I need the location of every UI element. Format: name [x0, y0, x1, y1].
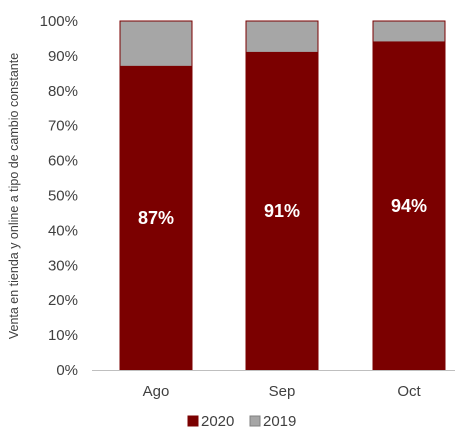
y-tick-label: 40%	[48, 222, 78, 239]
y-axis-label: Venta en tienda y online a tipo de cambi…	[7, 53, 21, 339]
bars: 87% 91% 94%	[119, 20, 446, 371]
data-label: 87%	[138, 208, 174, 228]
data-label: 94%	[391, 196, 427, 216]
legend-swatch	[187, 415, 199, 427]
legend-swatch	[249, 415, 261, 427]
y-tick-label: 20%	[48, 292, 78, 309]
y-tick-label: 10%	[48, 327, 78, 344]
y-tick-label: 100%	[40, 13, 78, 30]
legend-label: 2019	[263, 413, 296, 430]
y-tick-label: 60%	[48, 153, 78, 170]
bar-segment-2020-Sep	[245, 51, 319, 371]
x-tick-label: Ago	[143, 383, 170, 400]
bar-segment-2019-Oct	[372, 20, 446, 43]
legend-label: 2020	[201, 413, 234, 430]
x-axis-ticks: Ago Sep Oct	[143, 383, 422, 400]
y-tick-label: 50%	[48, 188, 78, 205]
y-tick-label: 0%	[56, 362, 78, 379]
y-axis-ticks: 0% 10% 20% 30% 40% 50% 60% 70% 80% 90% 100%	[40, 13, 78, 379]
y-tick-label: 30%	[48, 257, 78, 274]
y-tick-label: 80%	[48, 83, 78, 100]
x-tick-label: Oct	[397, 383, 421, 400]
bar-segment-2019-Sep	[245, 20, 319, 53]
y-tick-label: 70%	[48, 118, 78, 135]
bar-segment-2020-Ago	[119, 65, 193, 371]
x-tick-label: Sep	[269, 383, 296, 400]
bar-segment-2019-Ago	[119, 20, 193, 67]
data-label: 91%	[264, 201, 300, 221]
y-tick-label: 90%	[48, 48, 78, 65]
legend: 2020 2019	[187, 413, 296, 430]
